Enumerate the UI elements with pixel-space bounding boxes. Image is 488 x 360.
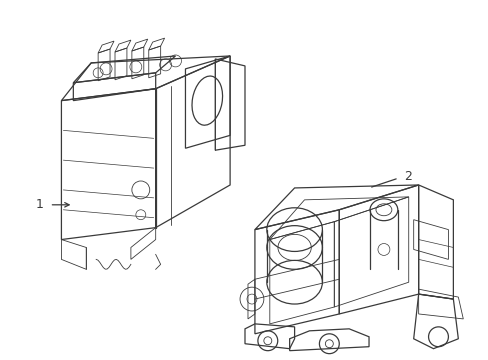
Text: 1: 1 (36, 198, 43, 211)
Text: 2: 2 (403, 170, 411, 183)
